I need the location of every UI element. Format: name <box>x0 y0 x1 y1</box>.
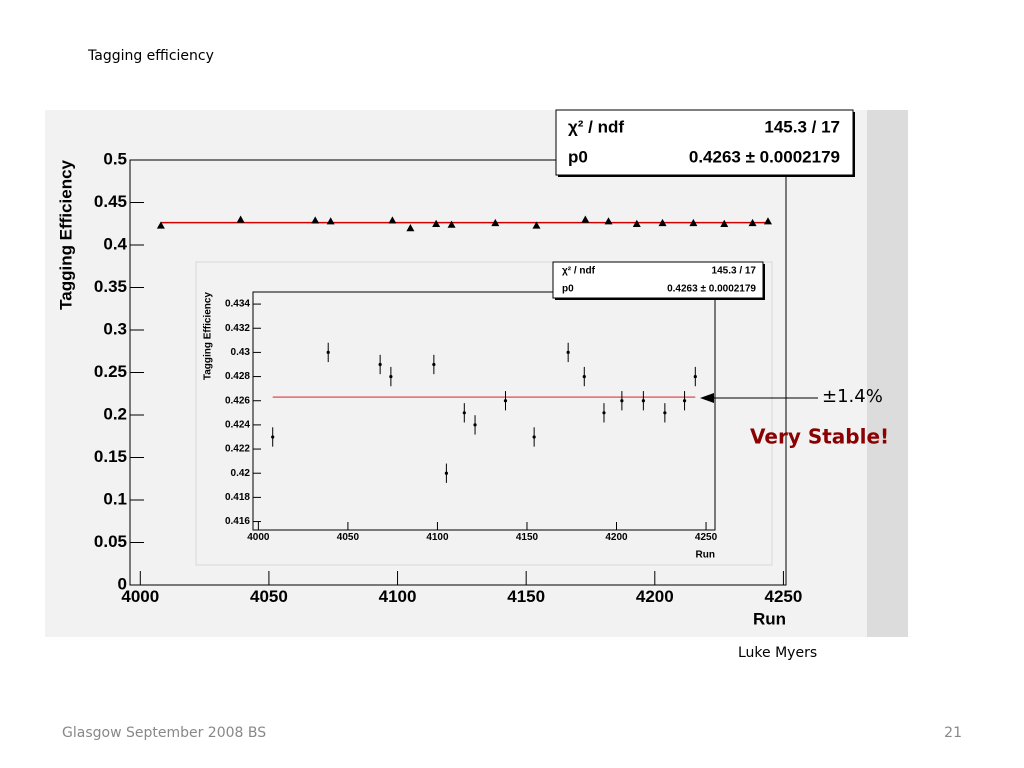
data-point <box>503 399 508 403</box>
y-tick-label: 0.418 <box>225 492 250 503</box>
x-tick-label: 4000 <box>121 587 159 606</box>
y-axis-title: Tagging Efficiency <box>56 159 75 309</box>
slide-title: Tagging efficiency <box>87 48 214 64</box>
data-point <box>326 350 330 355</box>
data-point <box>326 217 335 225</box>
y-tick-label: 0.3 <box>103 319 127 338</box>
chart: 0.416 0.418 0.42 0.422 0.424 0.426 0.428 0.43 0.… <box>195 261 773 566</box>
stat-label: p0 <box>568 147 588 166</box>
verdict-label: Very Stable! <box>750 425 889 449</box>
data-point <box>693 374 697 379</box>
y-tick-label: 0.424 <box>225 420 250 431</box>
stat-box <box>552 261 764 299</box>
data-point <box>689 218 698 227</box>
data-point <box>620 399 624 403</box>
y-tick-label: 0.432 <box>225 323 250 334</box>
y-tick-label: 0.4 <box>103 234 127 253</box>
data-point <box>406 224 415 232</box>
stat-label: p0 <box>562 284 574 295</box>
stat-label: χ² / ndf <box>568 117 624 136</box>
data-point <box>491 218 500 227</box>
data-point <box>444 471 448 475</box>
data-point <box>473 423 477 427</box>
annotation: ±1.4% Very Stable! <box>700 386 889 449</box>
y-tick-label: 0.416 <box>225 516 250 527</box>
plot-frame <box>252 291 716 531</box>
data-point <box>748 218 757 227</box>
x-tick-label: 4050 <box>337 532 360 543</box>
x-tick-label: 4200 <box>636 587 674 606</box>
data-point <box>378 362 382 367</box>
data-point <box>532 221 541 229</box>
stat-value: 145.3 / 17 <box>712 266 757 277</box>
data-point <box>663 411 667 415</box>
data-point <box>432 219 441 227</box>
stat-box <box>555 109 854 176</box>
x-tick-label: 4250 <box>765 587 803 606</box>
data-point <box>388 216 397 224</box>
data-point <box>432 362 436 367</box>
y-tick-label: 0 <box>118 574 127 593</box>
data-point <box>236 215 245 223</box>
data-point <box>566 350 570 355</box>
stat-label: χ² / ndf <box>562 266 596 277</box>
x-tick-label: 4000 <box>247 532 270 543</box>
x-tick-label: 4150 <box>516 532 539 543</box>
x-tick-label: 4150 <box>507 587 545 606</box>
stat-value: 0.4263 ± 0.0002179 <box>689 147 840 166</box>
y-tick-label: 0.45 <box>94 192 127 211</box>
arrow-head <box>700 393 714 403</box>
data-point <box>271 435 275 439</box>
y-tick-label: 0.42 <box>231 468 251 479</box>
data-point <box>582 374 586 379</box>
data-point <box>641 399 645 403</box>
x-axis-title: Run <box>753 609 786 628</box>
data-point <box>720 219 729 227</box>
canvas-edge <box>867 110 908 637</box>
data-point <box>389 374 393 379</box>
spread-label: ±1.4% <box>822 386 883 407</box>
y-tick-label: 0.2 <box>103 404 127 423</box>
x-tick-label: 4250 <box>695 532 718 543</box>
y-tick-label: 0.25 <box>94 362 127 381</box>
y-tick-label: 0.5 <box>103 149 127 168</box>
x-tick-label: 4100 <box>426 532 449 543</box>
author: Luke Myers <box>738 645 817 661</box>
x-tick-label: 4050 <box>250 587 288 606</box>
data-point <box>682 399 687 403</box>
data-point <box>602 411 606 415</box>
data-point <box>658 218 667 227</box>
data-point <box>156 221 165 229</box>
y-tick-label: 0.15 <box>94 447 127 466</box>
data-point <box>462 411 466 415</box>
y-tick-label: 0.434 <box>225 299 250 310</box>
y-tick-label: 0.05 <box>94 532 127 551</box>
y-tick-label: 0.422 <box>225 444 250 455</box>
data-point <box>311 216 320 224</box>
x-axis-title: Run <box>696 550 715 561</box>
page-number: 21 <box>944 725 962 741</box>
y-tick-label: 0.428 <box>225 371 250 382</box>
x-tick-label: 4200 <box>605 532 628 543</box>
stat-value: 0.4263 ± 0.0002179 <box>667 284 756 295</box>
y-tick-label: 0.43 <box>231 347 251 358</box>
footer: Glasgow September 2008 BS <box>62 725 266 741</box>
y-tick-label: 0.1 <box>103 489 127 508</box>
y-tick-label: 0.426 <box>225 395 250 406</box>
y-tick-label: 0.35 <box>94 277 127 296</box>
data-point <box>604 217 613 225</box>
data-point <box>632 219 641 227</box>
data-point <box>532 435 536 439</box>
data-point <box>763 217 772 225</box>
charts: 0 0.05 0.1 0.15 0.2 0.25 0.3 0.35 0.4 0.45 0.5 4000… <box>56 109 855 628</box>
y-axis-title: Tagging Efficiency <box>203 292 214 381</box>
data-point <box>447 220 456 228</box>
stat-value: 145.3 / 17 <box>764 117 840 136</box>
x-tick-label: 4100 <box>379 587 417 606</box>
data-point <box>581 215 590 223</box>
